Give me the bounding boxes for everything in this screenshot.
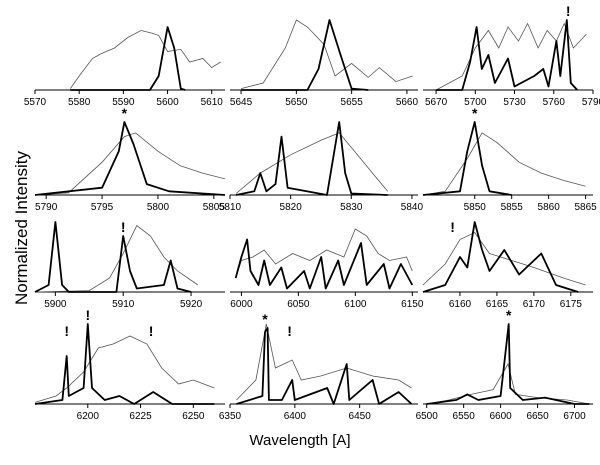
x-tick-label: 6700: [563, 411, 586, 422]
x-tick-label: 5760: [543, 97, 566, 108]
thick-spectrum-line: [235, 121, 388, 196]
x-tick-label: 5800: [147, 202, 170, 213]
x-tick-label: 6225: [129, 411, 152, 422]
thick-spectrum-line: [234, 238, 414, 290]
panel-p12: 6500 6550 6600 6650 6700 *: [416, 307, 593, 422]
asterisk-marker: *: [506, 307, 512, 323]
x-tick-label: 5910: [112, 299, 135, 310]
x-tick-label: 5810: [219, 202, 242, 213]
x-tick-label: 5570: [24, 97, 47, 108]
x-tick-label: 6175: [560, 299, 583, 310]
thin-spectrum-line: [422, 132, 586, 196]
x-tick-label: 6050: [287, 299, 310, 310]
exclamation-marker: !: [287, 323, 292, 339]
x-tick-label: 6200: [77, 411, 100, 422]
x-tick-label: 5790: [35, 202, 58, 213]
thick-spectrum-line: [70, 26, 186, 91]
thin-spectrum-line: [34, 132, 226, 196]
x-tick-label: 5580: [68, 97, 91, 108]
thick-spectrum-line: [236, 327, 413, 405]
exclamation-marker: !: [149, 323, 154, 339]
x-tick-label: 6000: [230, 299, 253, 310]
x-axis-label: Wavelength [A]: [249, 432, 351, 449]
x-tick-label: 6160: [449, 299, 472, 310]
x-tick-label: 5730: [503, 97, 526, 108]
panel-p8: 6000 6050 6100 6150: [230, 228, 424, 310]
thin-spectrum-line: [422, 231, 586, 286]
exclamation-marker: !: [121, 219, 126, 235]
x-tick-label: 5920: [180, 299, 203, 310]
x-tick-label: 6550: [453, 411, 476, 422]
x-tick-label: 5700: [464, 97, 487, 108]
x-tick-label: 5610: [201, 97, 224, 108]
panel-p7: 5900 5910 5920!: [34, 219, 225, 310]
x-tick-label: 5650: [285, 97, 308, 108]
panel-p2: 5645 5650 5655 5660: [230, 19, 419, 108]
x-tick-label: 6350: [219, 411, 242, 422]
x-tick-label: 6170: [523, 299, 546, 310]
x-tick-label: 6500: [416, 411, 439, 422]
x-tick-label: 5855: [501, 202, 524, 213]
x-tick-label: 5660: [396, 97, 419, 108]
panel-p4: 5790 5795 5800 5805 *: [34, 105, 226, 213]
exclamation-marker: !: [64, 323, 69, 339]
panel-p6: 5850 5855 5860 5865 *: [422, 105, 597, 213]
thick-spectrum-line: [34, 221, 192, 293]
panel-p5: 5810 5820 5830 5840: [219, 121, 424, 213]
thick-spectrum-line: [34, 121, 226, 196]
x-tick-label: 6400: [284, 411, 307, 422]
x-tick-label: 5645: [230, 97, 253, 108]
x-tick-label: 5840: [401, 202, 424, 213]
asterisk-marker: *: [472, 105, 478, 121]
x-tick-label: 5805: [203, 202, 226, 213]
thin-spectrum-line: [236, 323, 412, 401]
x-tick-label: 6600: [489, 411, 512, 422]
x-tick-label: 5850: [464, 202, 487, 213]
x-tick-label: 5860: [538, 202, 561, 213]
y-axis-label: Normalized Intensity: [12, 151, 31, 306]
x-tick-label: 5670: [425, 97, 448, 108]
thick-spectrum-line: [426, 323, 590, 405]
panel-p11: 6350 6400 6450 *!: [219, 311, 418, 422]
thin-spectrum-line: [426, 362, 590, 405]
x-tick-label: 6250: [182, 411, 205, 422]
x-tick-label: 5900: [44, 299, 67, 310]
thick-spectrum-line: [34, 323, 215, 405]
thin-spectrum-line: [241, 19, 413, 89]
x-tick-label: 5590: [112, 97, 135, 108]
x-tick-label: 5600: [156, 97, 179, 108]
panel-p3: 5670 5700 5730 5760 5790!: [423, 3, 600, 108]
x-tick-label: 6150: [401, 299, 424, 310]
thin-spectrum-line: [69, 30, 221, 89]
exclamation-marker: !: [566, 3, 571, 19]
asterisk-marker: *: [262, 311, 268, 327]
x-tick-label: 6650: [526, 411, 549, 422]
panel-p1: 5570 5580 5590 5600 5610: [24, 26, 225, 108]
x-tick-label: 5820: [280, 202, 303, 213]
panel-p9: 6160 6165 6170 6175!: [422, 219, 593, 310]
exclamation-marker: !: [85, 307, 90, 323]
x-tick-label: 6100: [344, 299, 367, 310]
x-tick-label: 6450: [349, 411, 372, 422]
x-tick-label: 5795: [91, 202, 114, 213]
thick-spectrum-line: [436, 19, 578, 91]
thin-spectrum-line: [235, 132, 389, 194]
thin-spectrum-line: [34, 335, 215, 403]
thick-spectrum-line: [241, 19, 369, 91]
exclamation-marker: !: [450, 219, 455, 235]
asterisk-marker: *: [122, 105, 128, 121]
x-tick-label: 5790: [582, 97, 600, 108]
thick-spectrum-line: [422, 121, 512, 196]
panel-p10: 6200 6225 6250!!!: [34, 307, 225, 422]
x-tick-label: 5865: [574, 202, 597, 213]
x-tick-label: 5655: [341, 97, 364, 108]
thin-spectrum-line: [435, 22, 587, 91]
thick-spectrum-line: [422, 221, 579, 293]
x-tick-label: 5830: [340, 202, 363, 213]
x-tick-label: 6165: [486, 299, 509, 310]
thin-spectrum-line: [235, 228, 413, 279]
